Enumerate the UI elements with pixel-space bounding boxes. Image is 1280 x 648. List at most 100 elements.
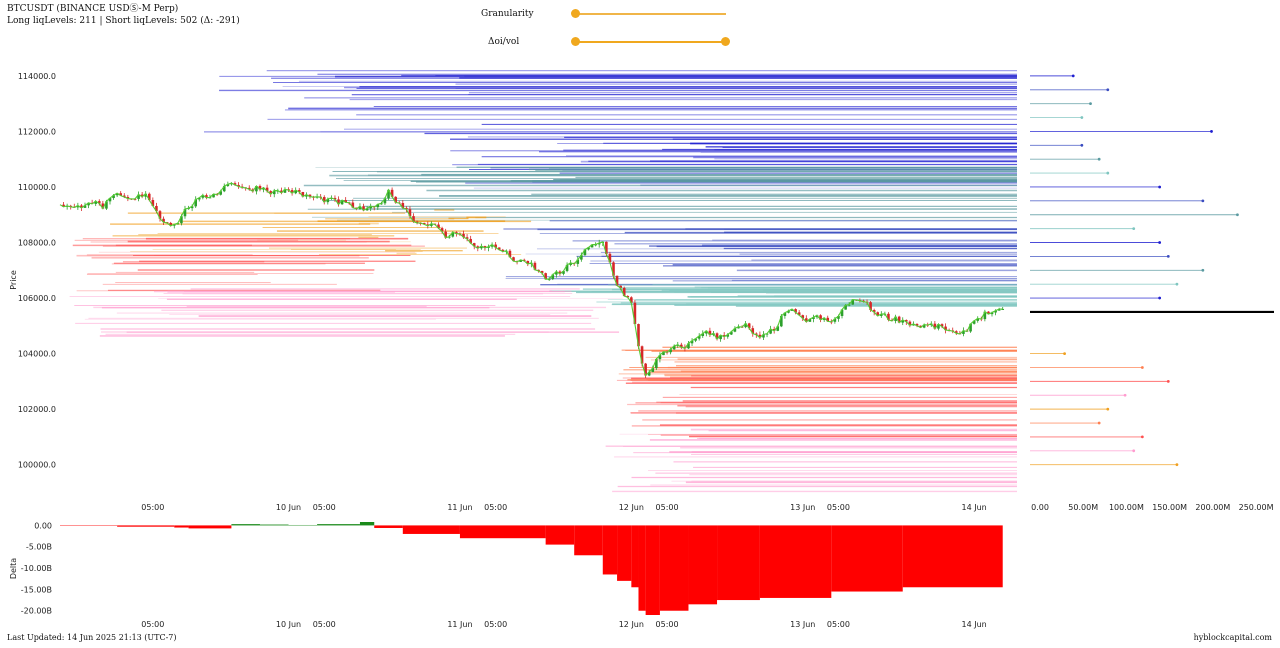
candle-body xyxy=(940,324,944,327)
candle-body xyxy=(983,311,987,320)
candle-body xyxy=(115,193,119,196)
candle-body xyxy=(101,203,105,209)
delta-segment xyxy=(659,525,689,611)
liq-volume-dot xyxy=(1132,227,1136,231)
time-tick-label: 05:00 xyxy=(484,503,507,512)
granularity-track[interactable] xyxy=(574,13,726,15)
candle-body xyxy=(162,218,165,223)
delta-segment xyxy=(259,524,289,526)
oi-vol-slider[interactable] xyxy=(570,35,730,49)
delta-segment xyxy=(574,525,603,556)
candle-body xyxy=(894,316,897,322)
candle-body xyxy=(272,190,276,195)
time-tick-label: 12 Jun xyxy=(619,503,644,512)
candle-body xyxy=(265,187,269,192)
candle-body xyxy=(283,189,287,193)
candle-body xyxy=(308,194,312,197)
liq-volume-dot xyxy=(1089,102,1092,106)
axes: 100000.0 102000.0 104000.0 106000.0 108000.0… xyxy=(9,72,1274,629)
candle-body xyxy=(176,223,180,225)
candle-body xyxy=(622,287,626,297)
candle-body xyxy=(615,275,619,286)
candle-body xyxy=(776,326,780,331)
candle-body xyxy=(140,194,144,197)
candle-body xyxy=(394,196,397,203)
liq-levels-summary: Long liqLevels: 211 | Short liqLevels: 5… xyxy=(7,16,240,26)
candle-body xyxy=(876,312,880,316)
candle-body xyxy=(197,197,201,200)
candle-body xyxy=(451,232,455,237)
granularity-slider[interactable] xyxy=(570,7,730,21)
oi-vol-knob-low[interactable] xyxy=(571,37,580,46)
candle-body xyxy=(630,297,633,303)
liq-volume-dot xyxy=(1210,130,1213,133)
candle-body xyxy=(915,323,919,326)
oi-vol-knob-high[interactable] xyxy=(721,37,730,46)
candle-body xyxy=(576,259,580,264)
candle-body xyxy=(147,193,151,201)
candle-body xyxy=(422,222,426,225)
liq-volume-dot xyxy=(1140,366,1144,369)
candle-body xyxy=(183,209,187,217)
candle-body xyxy=(647,372,651,376)
candle-body xyxy=(376,204,380,208)
candle-body xyxy=(569,262,572,265)
delta-tick-label: -5.00B xyxy=(26,543,52,552)
candle-body xyxy=(651,368,655,373)
delta-segment xyxy=(374,525,403,528)
delta-time-tick-label: 05:00 xyxy=(827,620,850,629)
oi-vol-track[interactable] xyxy=(574,41,726,43)
candle-body xyxy=(301,191,305,197)
candle-body xyxy=(801,315,805,319)
candle-body xyxy=(783,312,787,316)
liq-volume-dot xyxy=(1097,421,1101,425)
time-tick-label: 10 Jun xyxy=(276,503,301,512)
candle-body xyxy=(619,285,622,288)
candle-body xyxy=(362,206,365,211)
candle-body xyxy=(483,246,487,248)
candle-body xyxy=(944,326,947,331)
candle-body xyxy=(222,186,226,192)
oi-vol-label: Δoi/vol xyxy=(488,37,520,47)
candle-body xyxy=(808,319,812,322)
granularity-knob[interactable] xyxy=(571,9,580,18)
liquidation-levels xyxy=(69,69,1017,493)
liq-volume-dot xyxy=(1063,352,1066,355)
candle-body xyxy=(837,315,840,319)
liq-volume-dot xyxy=(1201,199,1205,203)
liq-volume-dot xyxy=(1158,296,1162,300)
delta-segment xyxy=(645,525,660,615)
candle-body xyxy=(880,314,883,316)
volume-tick-label: 250.00M xyxy=(1239,503,1274,512)
candle-body xyxy=(897,316,901,323)
candle-body xyxy=(255,186,258,192)
candle-body xyxy=(990,312,994,315)
volume-tick-label: 0.00 xyxy=(1031,503,1049,512)
candle-body xyxy=(533,262,537,270)
price-tick-label: 108000.0 xyxy=(18,239,56,248)
candle-body xyxy=(826,317,830,322)
liq-volume-dot xyxy=(1106,88,1110,92)
candle-body xyxy=(822,317,826,320)
candle-body xyxy=(480,246,483,249)
time-tick-label: 13 Jun xyxy=(790,503,815,512)
candle-body xyxy=(608,253,612,263)
delta-segment xyxy=(831,525,903,592)
candle-body xyxy=(680,344,683,348)
candle-body xyxy=(633,302,637,325)
candle-body xyxy=(769,328,772,334)
candle-body xyxy=(412,216,415,222)
candle-body xyxy=(919,325,922,328)
delta-segment xyxy=(759,525,832,598)
candle-body xyxy=(583,249,587,256)
liq-volume-dot xyxy=(1166,379,1170,383)
price-line xyxy=(59,182,1003,377)
candle-body xyxy=(787,310,790,313)
liq-volume-dot xyxy=(1106,171,1110,175)
delta-segment xyxy=(717,525,760,601)
time-tick-label: 05:00 xyxy=(827,503,850,512)
candle-body xyxy=(169,222,172,226)
price-tick-label: 102000.0 xyxy=(18,405,56,414)
candle-body xyxy=(112,195,115,199)
